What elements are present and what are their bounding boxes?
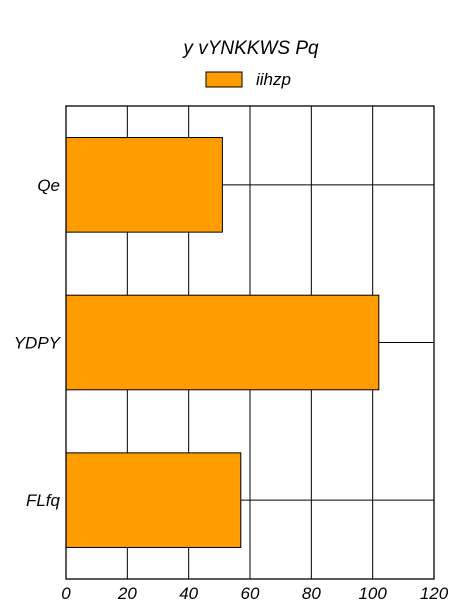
legend: iihzp bbox=[205, 70, 291, 89]
x-tick-label: 20 bbox=[117, 584, 137, 603]
x-tick-label: 0 bbox=[61, 584, 71, 603]
x-tick-label: 100 bbox=[358, 584, 387, 603]
y-category-label: Qe bbox=[37, 176, 60, 195]
plot-frame bbox=[65, 105, 435, 580]
chart-title: y vYNKKWS Pq bbox=[181, 38, 319, 59]
bar-ydpy bbox=[65, 294, 380, 391]
bar-flfq bbox=[65, 452, 242, 548]
x-tick-label: 40 bbox=[179, 584, 198, 603]
bars bbox=[65, 137, 380, 548]
legend-label: iihzp bbox=[256, 70, 291, 89]
y-axis-categories: Qe YDPY FLfq bbox=[14, 176, 62, 510]
x-tick-label: 60 bbox=[241, 584, 260, 603]
x-tick-label: 120 bbox=[420, 584, 449, 603]
x-tick-label: 80 bbox=[302, 584, 321, 603]
bar-qe bbox=[65, 137, 223, 233]
y-category-label: YDPY bbox=[14, 334, 62, 353]
x-axis-ticks: 0 20 40 60 80 100 120 bbox=[61, 584, 448, 603]
legend-swatch bbox=[205, 71, 243, 88]
y-category-label: FLfq bbox=[26, 491, 61, 510]
